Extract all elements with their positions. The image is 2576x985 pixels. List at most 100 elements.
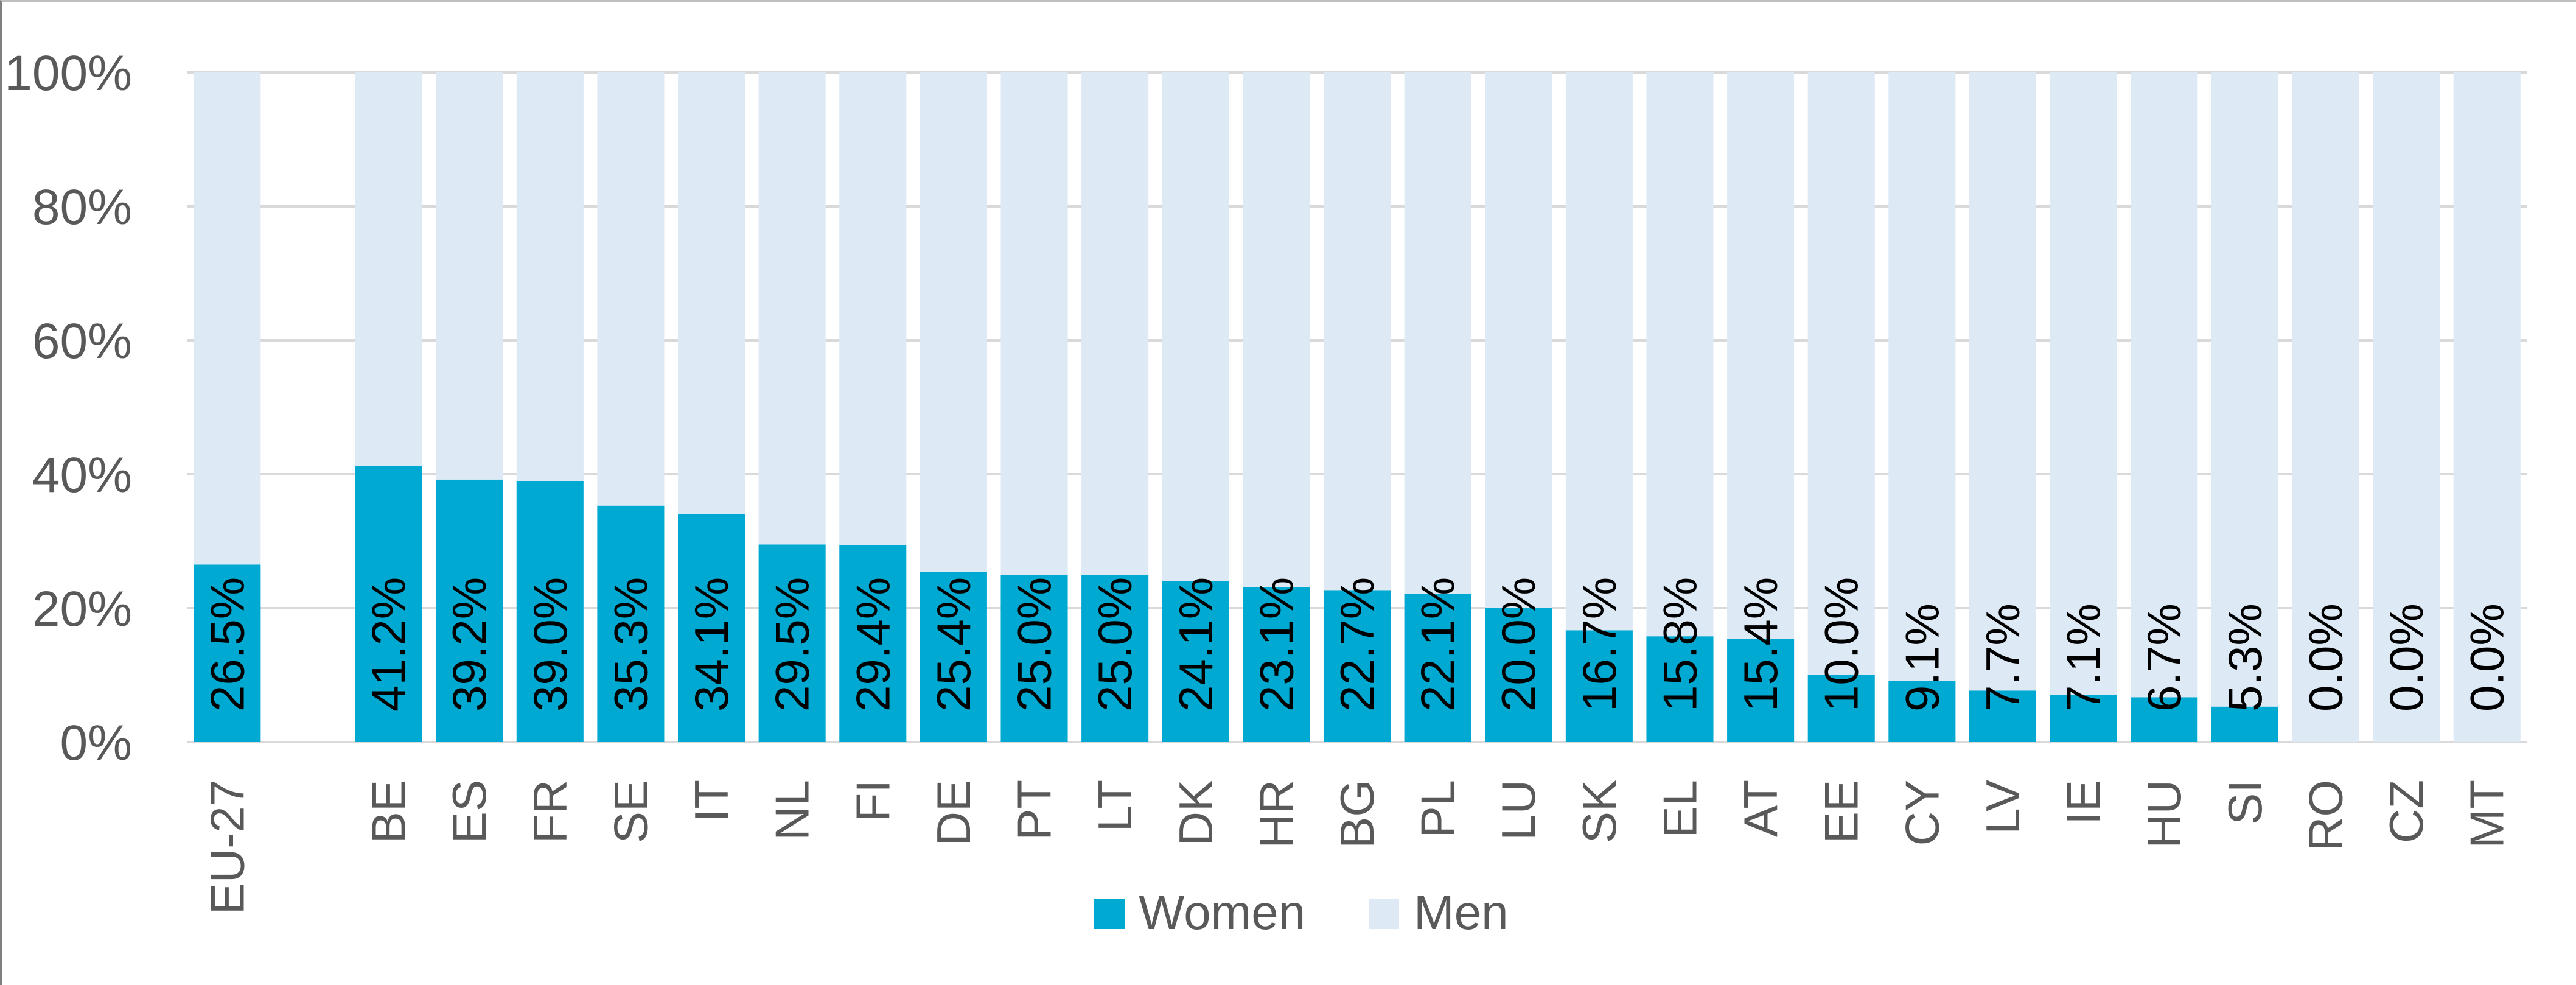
x-tick-label: RO	[2299, 780, 2352, 851]
data-label: 6.7%	[2137, 603, 2191, 712]
x-tick-label: SE	[604, 780, 657, 843]
bar-women-hu	[2131, 697, 2198, 742]
legend-swatch-men	[1369, 899, 1399, 929]
bar-women-cy	[1888, 681, 1956, 742]
bar-men-cz	[2373, 72, 2440, 742]
x-tick-label: CZ	[2379, 780, 2433, 843]
bar-men-si	[2211, 72, 2278, 707]
x-tick-label: PL	[1411, 780, 1465, 838]
bar-men-ro	[2292, 72, 2359, 742]
bar-women-it	[677, 513, 745, 742]
bar-women-at	[1727, 639, 1795, 742]
data-label: 25.0%	[1088, 577, 1142, 712]
bar-men-hu	[2131, 72, 2198, 698]
bar-women-hr	[1243, 587, 1310, 742]
legend: Women Men	[1094, 885, 1509, 939]
bar-women-lu	[1485, 608, 1552, 742]
y-tick-label: 0%	[60, 715, 132, 771]
bar-men-mt	[2453, 72, 2521, 742]
x-tick-label: HR	[1249, 780, 1303, 849]
y-tick-label: 80%	[32, 180, 132, 235]
bar-women-sk	[1565, 630, 1633, 742]
bar-men-pl	[1404, 72, 1471, 594]
x-tick-label: DE	[927, 780, 980, 846]
x-tick-label: SK	[1572, 780, 1626, 843]
data-label: 39.0%	[523, 577, 577, 712]
x-tick-label: PT	[1008, 780, 1061, 841]
legend-label-men: Men	[1414, 885, 1509, 939]
x-tick-label: AT	[1734, 780, 1787, 837]
bar-women-el	[1646, 636, 1714, 742]
x-tick-label: HU	[2137, 780, 2191, 849]
bar-men-eu-27	[194, 72, 261, 565]
legend-swatch-women	[1094, 899, 1125, 929]
x-tick-label: BG	[1330, 780, 1384, 849]
data-label: 35.3%	[604, 577, 657, 712]
x-tick-label: BE	[362, 780, 416, 843]
bar-women-fi	[839, 545, 907, 742]
x-tick-label: LV	[1976, 780, 2030, 835]
data-label: 15.8%	[1653, 577, 1706, 712]
bar-men-lt	[1081, 72, 1149, 575]
x-tick-label: ES	[442, 780, 496, 843]
x-tick-label: CY	[1895, 780, 1949, 846]
data-label: 25.0%	[1008, 577, 1061, 712]
bar-men-sk	[1565, 72, 1633, 631]
data-label: 0.0%	[2299, 603, 2352, 712]
bar-men-el	[1646, 72, 1714, 637]
bar-women-lv	[1969, 690, 2037, 742]
data-label: 24.1%	[1169, 577, 1223, 712]
bar-men-nl	[758, 72, 826, 545]
bar-men-ie	[2050, 72, 2117, 695]
data-label: 22.1%	[1411, 577, 1465, 712]
data-label: 16.7%	[1572, 577, 1626, 712]
bar-men-cy	[1888, 72, 1956, 681]
bar-women-lt	[1081, 575, 1149, 742]
bar-men-lv	[1969, 72, 2037, 691]
bar-women-nl	[758, 544, 826, 742]
data-label: 22.7%	[1330, 577, 1384, 712]
data-label: 9.1%	[1895, 603, 1949, 712]
bar-men-be	[355, 72, 422, 466]
bar-men-se	[597, 72, 665, 506]
data-label: 15.4%	[1734, 577, 1787, 712]
x-axis: EU-27 BE ES FR SE IT NL FI DE PT LT DK HR BG PL LU SK EL A…	[200, 780, 2513, 914]
bar-men-fi	[839, 72, 907, 545]
x-tick-label: FR	[523, 780, 577, 843]
data-label: 25.4%	[927, 577, 980, 712]
bar-men-de	[920, 72, 987, 572]
bar-women-ee	[1807, 675, 1875, 742]
x-tick-label: FI	[846, 780, 899, 822]
data-label: 29.5%	[766, 577, 819, 712]
data-label: 10.0%	[1815, 577, 1868, 712]
data-label: 7.1%	[2057, 603, 2110, 712]
data-label: 7.7%	[1976, 603, 2030, 712]
data-label: 39.2%	[442, 577, 496, 712]
x-tick-label: DK	[1169, 780, 1223, 846]
bar-women-es	[436, 479, 503, 742]
y-axis: 0% 20% 40% 60% 80% 100%	[4, 46, 132, 771]
bar-women-fr	[516, 481, 584, 742]
bar-men-dk	[1162, 72, 1229, 581]
data-label: 29.4%	[846, 577, 899, 712]
bar-men-ee	[1807, 72, 1875, 675]
bar-women-de	[920, 572, 987, 742]
x-tick-label: LT	[1088, 780, 1142, 832]
bar-men-es	[436, 72, 503, 480]
bar-women-be	[355, 466, 422, 742]
x-tick-label: EE	[1815, 780, 1868, 843]
data-label: 0.0%	[2460, 603, 2514, 712]
bar-women-eu-27	[194, 564, 261, 742]
y-tick-label: 20%	[32, 581, 132, 637]
data-label: 34.1%	[685, 577, 738, 712]
bar-men-fr	[516, 72, 584, 481]
data-label: 0.0%	[2379, 603, 2433, 712]
bar-women-dk	[1162, 580, 1229, 742]
bar-women-pl	[1404, 594, 1471, 742]
x-tick-label: IE	[2057, 780, 2110, 825]
bar-women-pt	[1000, 575, 1068, 742]
data-label: 20.0%	[1492, 577, 1545, 712]
data-label: 5.3%	[2218, 603, 2272, 712]
x-tick-label: SI	[2218, 780, 2272, 825]
